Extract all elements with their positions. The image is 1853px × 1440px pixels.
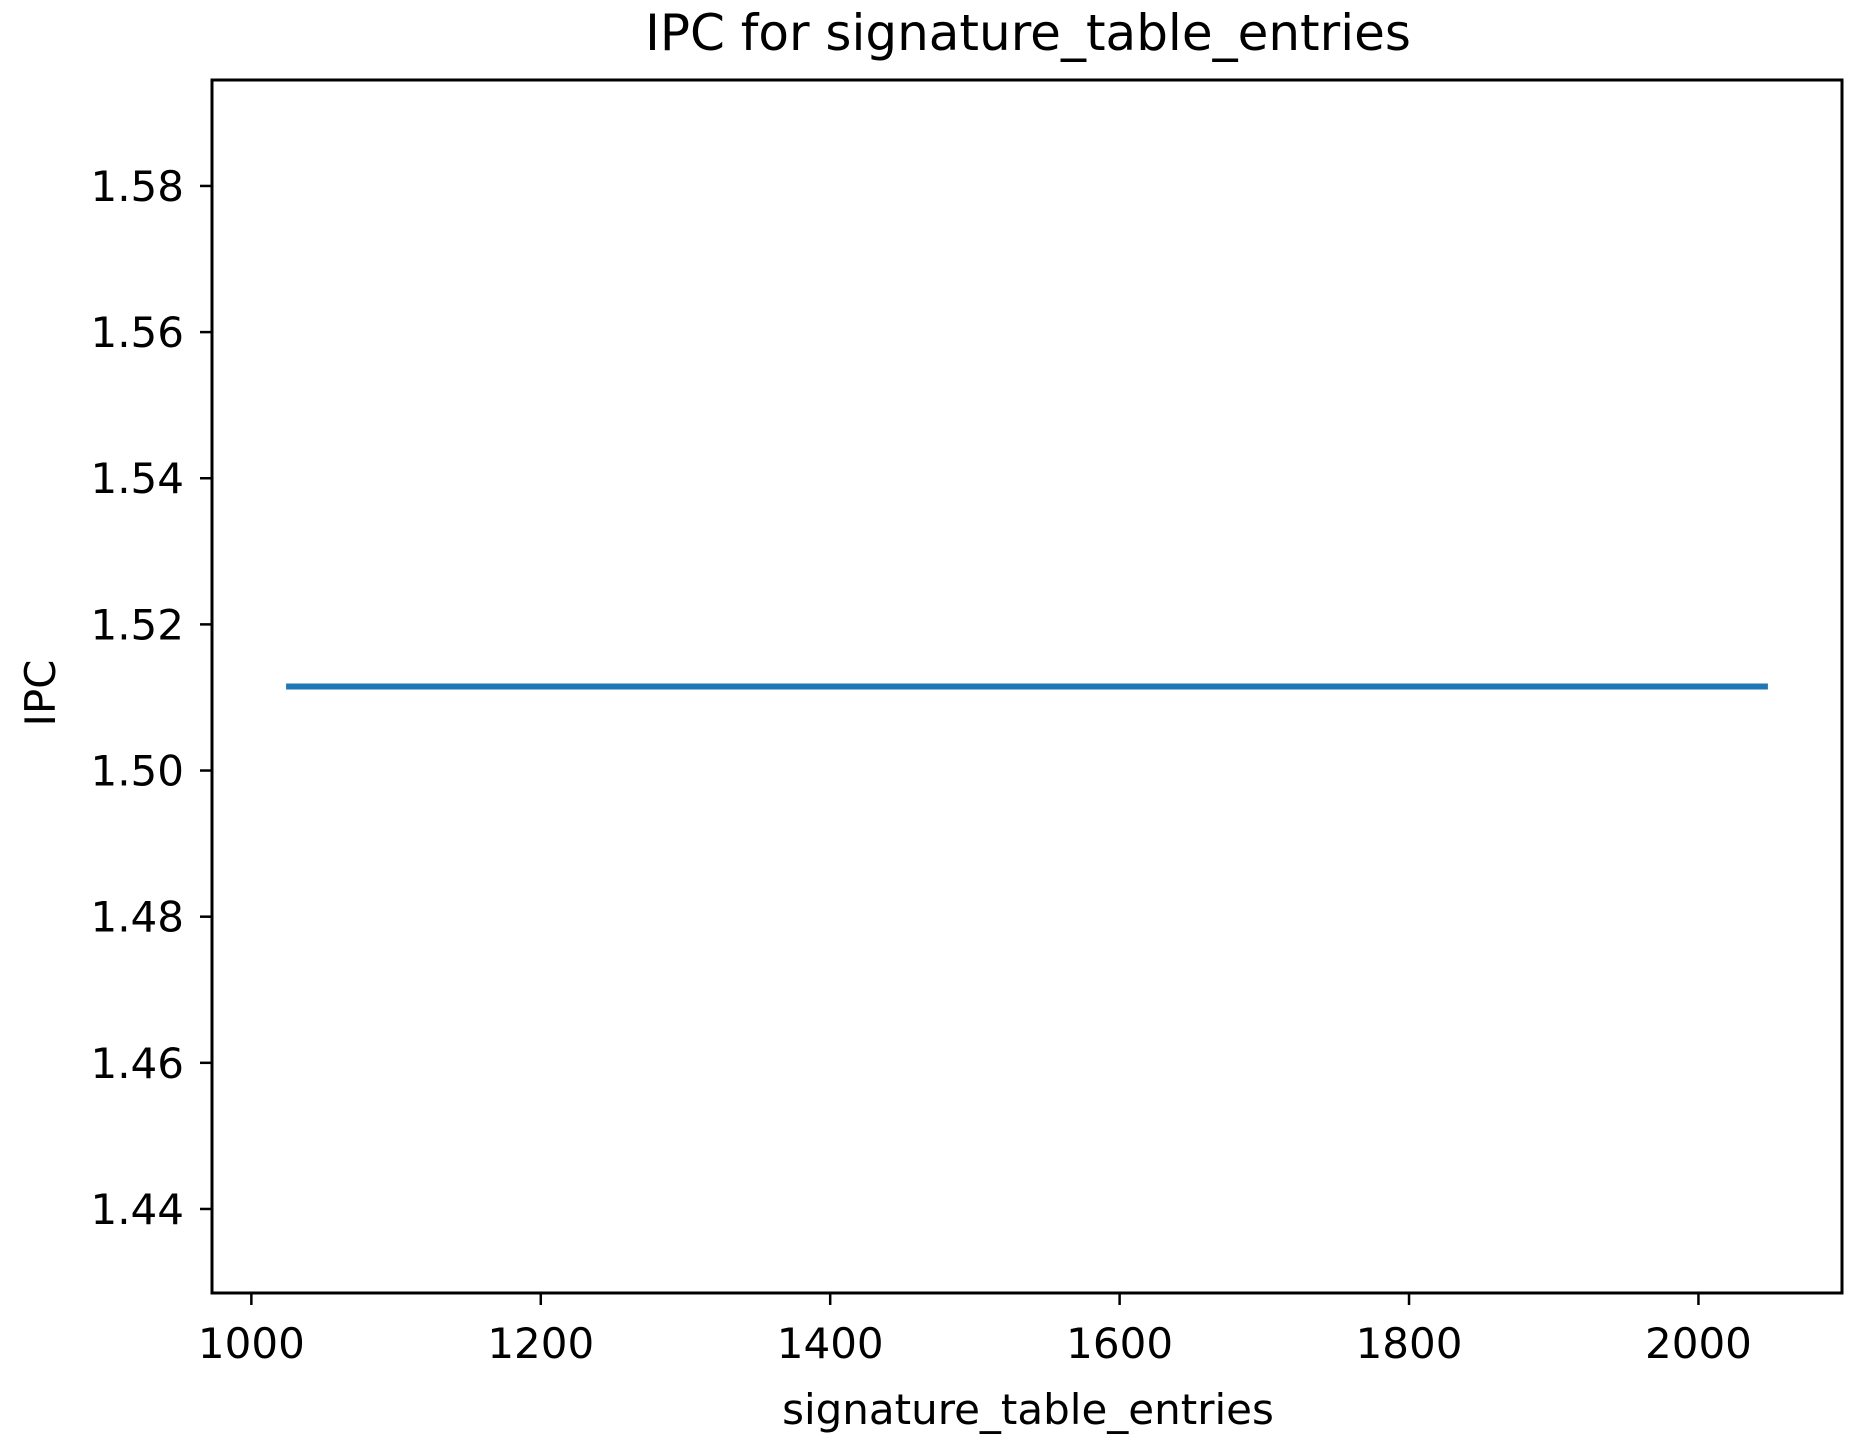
y-tick-label: 1.46 — [90, 1039, 184, 1088]
y-tick-label: 1.58 — [90, 162, 184, 211]
chart-title: IPC for signature_table_entries — [645, 4, 1411, 62]
x-axis-label: signature_table_entries — [782, 1385, 1274, 1434]
x-tick-label: 1600 — [1066, 1319, 1173, 1368]
x-axis: 1000 1200 1400 1600 1800 2000 — [198, 1293, 1752, 1368]
plot-frame — [210, 78, 1844, 1295]
y-axis-label: IPC — [16, 659, 65, 726]
y-tick-label: 1.44 — [90, 1185, 184, 1234]
x-tick-label: 1800 — [1356, 1319, 1463, 1368]
y-tick-label: 1.48 — [90, 893, 184, 942]
x-tick-label: 1200 — [487, 1319, 594, 1368]
y-axis: 1.44 1.46 1.48 1.50 1.52 1.54 1.56 1.58 — [90, 162, 212, 1234]
x-tick-label: 1400 — [777, 1319, 884, 1368]
y-tick-label: 1.56 — [90, 308, 184, 357]
plot-area — [210, 78, 1844, 1295]
x-tick-label: 2000 — [1645, 1319, 1752, 1368]
y-tick-label: 1.50 — [90, 747, 184, 796]
y-tick-label: 1.52 — [90, 600, 184, 649]
y-tick-label: 1.54 — [90, 454, 184, 503]
x-tick-label: 1000 — [198, 1319, 305, 1368]
